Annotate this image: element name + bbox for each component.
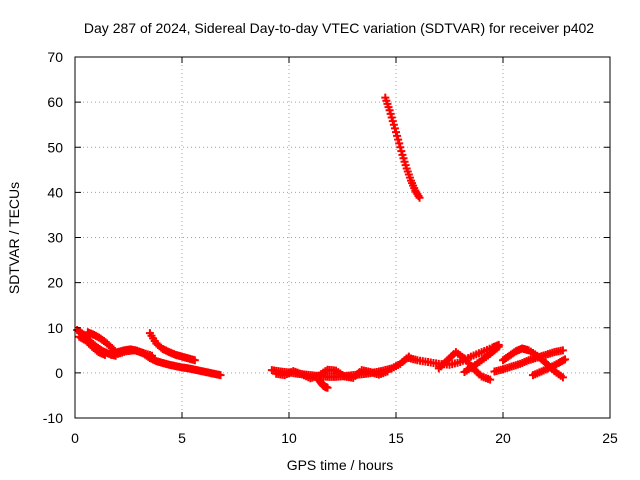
- series-early-arc-2: [75, 332, 109, 359]
- y-tick-label: 20: [47, 275, 63, 291]
- y-axis-label: SDTVAR / TECUs: [6, 182, 22, 294]
- y-tick-label: 30: [47, 230, 63, 246]
- data-point: [107, 343, 116, 352]
- data-point: [393, 131, 402, 140]
- data-point: [486, 375, 495, 384]
- axis-ticks: 0 5 10 15 20 25 -10 0 10 20 30 40 50 60 70: [43, 49, 618, 446]
- series-hump-arc-2: [113, 346, 157, 360]
- data-point: [395, 139, 404, 148]
- x-axis-label: GPS time / hours: [287, 457, 394, 473]
- data-point: [397, 147, 406, 156]
- y-tick-label: 60: [47, 94, 63, 110]
- series-evening-arc-2: [434, 348, 495, 384]
- series-evening-arc-6: [528, 355, 570, 380]
- data-point: [383, 367, 392, 376]
- x-tick-label: 0: [71, 430, 79, 446]
- x-tick-label: 25: [602, 430, 618, 446]
- y-tick-label: 10: [47, 320, 63, 336]
- data-point: [396, 143, 405, 152]
- data-point: [190, 356, 199, 365]
- data-point: [323, 383, 332, 392]
- x-tick-label: 15: [388, 430, 404, 446]
- series-dip-arc: [314, 375, 332, 392]
- series-evening-arc-3: [460, 342, 503, 376]
- y-tick-label: -10: [43, 410, 63, 426]
- series-upper-arc: [145, 329, 199, 365]
- data-point: [561, 355, 570, 364]
- data-point: [148, 351, 157, 360]
- data-point: [389, 120, 398, 129]
- series-early-arc-3: [83, 328, 118, 354]
- data-point: [558, 346, 567, 355]
- data-point: [558, 373, 567, 382]
- series-steep-arc: [381, 93, 424, 202]
- y-tick-label: 40: [47, 184, 63, 200]
- x-tick-label: 20: [495, 430, 511, 446]
- x-tick-label: 10: [281, 430, 297, 446]
- y-tick-label: 70: [47, 49, 63, 65]
- data-series: [73, 93, 570, 392]
- y-tick-label: 50: [47, 139, 63, 155]
- x-tick-label: 5: [178, 430, 186, 446]
- data-point: [392, 128, 400, 137]
- data-point: [390, 124, 399, 133]
- data-point: [415, 193, 424, 202]
- data-point: [394, 135, 403, 144]
- data-point: [216, 371, 225, 380]
- data-point: [494, 342, 503, 351]
- y-tick-label: 0: [55, 365, 63, 381]
- series-evening-arc-5: [499, 344, 567, 382]
- chart-title: Day 287 of 2024, Sidereal Day-to-day VTE…: [84, 20, 594, 36]
